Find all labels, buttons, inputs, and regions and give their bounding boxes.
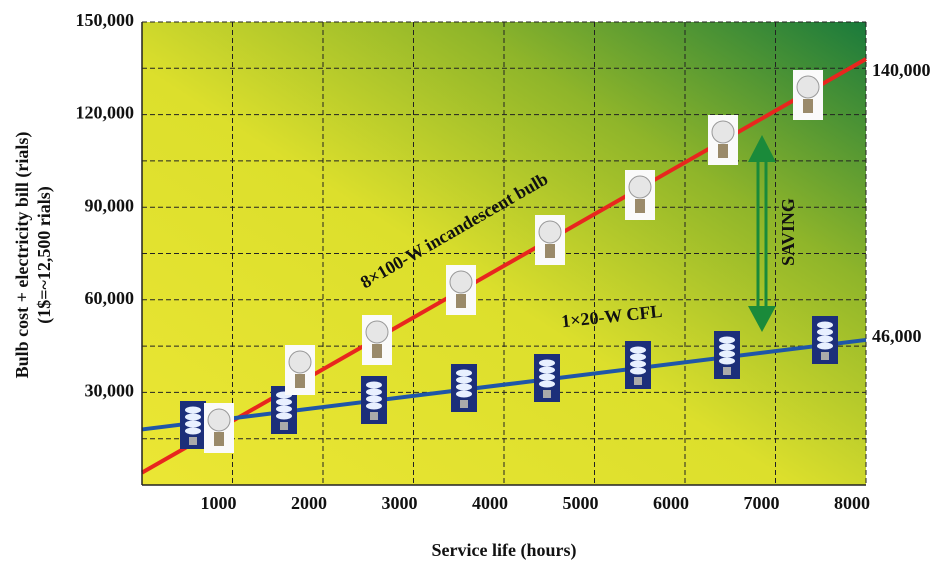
cfl-icon bbox=[180, 401, 206, 449]
icon-part bbox=[276, 406, 292, 413]
annotation: SAVING bbox=[778, 198, 798, 266]
icon-part bbox=[185, 428, 201, 435]
icon-part bbox=[370, 412, 378, 420]
x-tick-label: 3000 bbox=[382, 493, 418, 513]
icon-part bbox=[634, 377, 642, 385]
icon-part bbox=[817, 336, 833, 343]
icon-part bbox=[366, 389, 382, 396]
y-tick-label: 120,000 bbox=[76, 103, 135, 123]
icon-part bbox=[543, 390, 551, 398]
icon-part bbox=[366, 382, 382, 389]
icon-part bbox=[456, 391, 472, 398]
cfl-icon bbox=[451, 364, 477, 412]
icon-part bbox=[372, 344, 382, 358]
icon-part bbox=[635, 199, 645, 213]
icon-part bbox=[821, 352, 829, 360]
x-tick-label: 7000 bbox=[744, 493, 780, 513]
cfl-icon bbox=[361, 376, 387, 424]
icon-part bbox=[817, 343, 833, 350]
bulb-icon bbox=[446, 265, 476, 315]
bulb-icon bbox=[708, 115, 738, 165]
bulb-icon bbox=[625, 170, 655, 220]
cfl-icon bbox=[625, 341, 651, 389]
icon-part bbox=[719, 358, 735, 365]
chart: Service life (hours) Bulb cost + electri… bbox=[0, 0, 952, 568]
x-tick-label: 4000 bbox=[472, 493, 508, 513]
icon-part bbox=[289, 351, 311, 373]
icon-part bbox=[817, 322, 833, 329]
icon-part bbox=[630, 354, 646, 361]
x-tick-label: 8000 bbox=[834, 493, 870, 513]
icon-part bbox=[630, 347, 646, 354]
bulb-icon bbox=[793, 70, 823, 120]
cfl-icon bbox=[812, 316, 838, 364]
y-tick-label: 90,000 bbox=[85, 195, 135, 215]
icon-part bbox=[718, 144, 728, 158]
icon-part bbox=[719, 344, 735, 351]
x-axis-title: Service life (hours) bbox=[432, 540, 577, 561]
icon-part bbox=[456, 384, 472, 391]
icon-part bbox=[276, 413, 292, 420]
icon-part bbox=[214, 432, 224, 446]
icon-part bbox=[629, 176, 651, 198]
icon-part bbox=[803, 99, 813, 113]
x-tick-label: 2000 bbox=[291, 493, 327, 513]
cfl-icon bbox=[534, 354, 560, 402]
end-label: 140,000 bbox=[872, 60, 931, 80]
cfl-icon bbox=[714, 331, 740, 379]
x-tick-label: 5000 bbox=[563, 493, 599, 513]
icon-part bbox=[817, 329, 833, 336]
icon-part bbox=[723, 367, 731, 375]
bulb-icon bbox=[362, 315, 392, 365]
x-tick-label: 1000 bbox=[201, 493, 237, 513]
icon-part bbox=[366, 321, 388, 343]
y-tick-label: 150,000 bbox=[76, 10, 135, 30]
icon-part bbox=[185, 407, 201, 414]
icon-part bbox=[189, 437, 197, 445]
y-axis-subtitle: (1$=~12,500 rials) bbox=[34, 186, 55, 324]
icon-part bbox=[366, 403, 382, 410]
icon-part bbox=[185, 414, 201, 421]
icon-part bbox=[539, 374, 555, 381]
icon-part bbox=[208, 409, 230, 431]
icon-part bbox=[797, 76, 819, 98]
bulb-icon bbox=[535, 215, 565, 265]
icon-part bbox=[295, 374, 305, 388]
y-tick-label: 30,000 bbox=[85, 381, 135, 401]
icon-part bbox=[276, 399, 292, 406]
y-tick-label: 60,000 bbox=[85, 288, 135, 308]
icon-part bbox=[630, 361, 646, 368]
y-axis-title: Bulb cost + electricity bill (rials) bbox=[12, 132, 33, 379]
icon-part bbox=[719, 337, 735, 344]
icon-part bbox=[712, 121, 734, 143]
end-label: 46,000 bbox=[872, 326, 922, 346]
icon-part bbox=[539, 360, 555, 367]
icon-part bbox=[456, 370, 472, 377]
bulb-icon bbox=[204, 403, 234, 453]
icon-part bbox=[185, 421, 201, 428]
icon-part bbox=[366, 396, 382, 403]
icon-part bbox=[460, 400, 468, 408]
icon-part bbox=[539, 381, 555, 388]
icon-part bbox=[456, 377, 472, 384]
icon-part bbox=[280, 422, 288, 430]
icon-part bbox=[719, 351, 735, 358]
bulb-icon bbox=[285, 345, 315, 395]
icon-part bbox=[450, 271, 472, 293]
icon-part bbox=[456, 294, 466, 308]
icon-part bbox=[545, 244, 555, 258]
icon-part bbox=[630, 368, 646, 375]
x-tick-label: 6000 bbox=[653, 493, 689, 513]
icon-part bbox=[539, 221, 561, 243]
icon-part bbox=[539, 367, 555, 374]
